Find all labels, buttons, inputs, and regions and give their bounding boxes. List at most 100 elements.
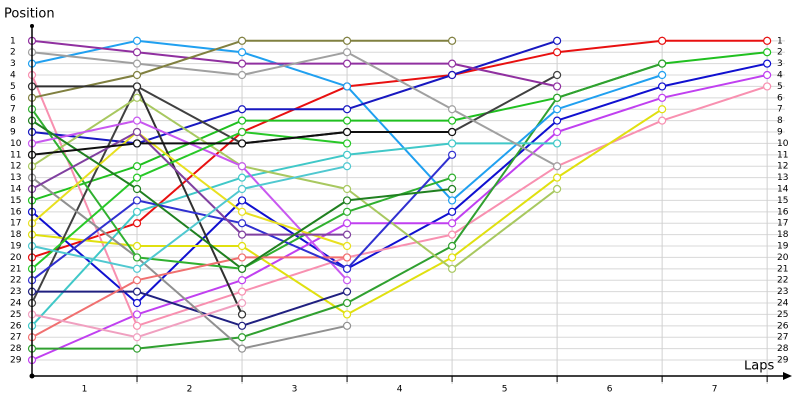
y-tick-label: 29 xyxy=(10,356,22,366)
y-tick-label-right: 7 xyxy=(777,105,783,115)
y-tick-label-right: 10 xyxy=(777,139,789,149)
point xyxy=(237,207,247,216)
point xyxy=(447,196,457,205)
point xyxy=(447,207,457,216)
point xyxy=(342,230,352,239)
point xyxy=(132,139,142,148)
y-tick-label-right: 1 xyxy=(777,36,783,46)
point xyxy=(132,276,142,285)
y-tick-label-right: 13 xyxy=(777,173,788,183)
y-tick-label-right: 23 xyxy=(777,287,788,297)
series-line xyxy=(32,290,348,327)
point xyxy=(342,139,352,148)
point xyxy=(447,36,457,45)
y-tick-label-right: 2 xyxy=(777,48,783,58)
y-tick-label: 12 xyxy=(10,162,21,172)
point xyxy=(237,321,247,330)
point xyxy=(132,298,142,308)
y-tick-label-right: 25 xyxy=(777,310,788,320)
point xyxy=(132,321,142,330)
y-tick-label-right: 5 xyxy=(777,82,783,92)
point xyxy=(132,93,142,102)
point xyxy=(447,241,457,251)
point xyxy=(342,36,352,45)
point xyxy=(132,82,142,91)
point xyxy=(132,127,142,137)
point xyxy=(342,321,352,330)
point xyxy=(237,241,247,251)
y-tick-label: 18 xyxy=(10,230,22,240)
x-tick-label: 7 xyxy=(712,385,718,395)
point xyxy=(237,276,247,285)
y-tick-label: 3 xyxy=(10,59,16,69)
y-tick-label: 6 xyxy=(10,93,16,103)
y-tick-label-right: 26 xyxy=(777,321,789,331)
x-tick-label: 4 xyxy=(397,385,403,395)
y-tick-label-right: 9 xyxy=(777,128,783,138)
point xyxy=(447,127,457,137)
y-tick-label-right: 29 xyxy=(777,356,789,366)
point xyxy=(553,184,562,194)
y-tick-label: 9 xyxy=(10,128,16,138)
origin-dot xyxy=(29,373,35,379)
point xyxy=(763,48,772,57)
point xyxy=(132,184,142,194)
point xyxy=(447,253,457,262)
point xyxy=(447,105,457,114)
y-tick-label-right: 27 xyxy=(777,333,788,343)
point xyxy=(237,333,247,342)
point xyxy=(763,36,772,45)
series-line xyxy=(31,165,348,270)
y-tick-label: 21 xyxy=(10,264,21,274)
point xyxy=(237,36,247,45)
point xyxy=(342,184,352,194)
point xyxy=(132,173,142,182)
y-tick-label: 19 xyxy=(10,242,22,252)
point xyxy=(553,116,562,125)
y-axis-label: Position xyxy=(4,7,55,22)
x-tick-label: 6 xyxy=(607,385,613,395)
point xyxy=(658,82,667,91)
point xyxy=(447,184,457,194)
point xyxy=(658,59,667,68)
point xyxy=(447,70,457,80)
point xyxy=(237,310,247,319)
y-tick-label-right: 19 xyxy=(777,242,789,252)
y-tick-label: 13 xyxy=(10,173,21,183)
y-tick-label-right: 14 xyxy=(777,185,789,195)
y-tick-label-right: 8 xyxy=(777,116,783,126)
point xyxy=(237,173,247,182)
point xyxy=(237,298,247,308)
point xyxy=(342,116,352,125)
point xyxy=(132,196,142,205)
point xyxy=(553,139,562,148)
y-tick-label-right: 6 xyxy=(777,93,783,103)
point xyxy=(342,219,352,228)
point xyxy=(342,150,352,159)
point xyxy=(237,139,247,148)
point xyxy=(342,241,352,251)
point xyxy=(237,230,247,239)
series-line xyxy=(31,176,348,350)
point xyxy=(237,59,247,68)
point xyxy=(763,59,772,68)
point xyxy=(553,105,562,114)
y-tick-label: 26 xyxy=(10,321,22,331)
y-tick-label: 27 xyxy=(10,333,21,343)
y-tick-label-right: 24 xyxy=(777,299,789,309)
y-tick-label-right: 22 xyxy=(777,276,788,286)
point xyxy=(342,127,352,137)
point xyxy=(553,82,562,91)
series-line xyxy=(31,74,768,327)
point xyxy=(237,105,247,114)
point xyxy=(447,139,457,148)
y-tick-label-right: 28 xyxy=(777,344,789,354)
series-line xyxy=(31,256,348,339)
point xyxy=(132,48,142,57)
y-axis-end xyxy=(30,24,34,28)
point xyxy=(763,70,772,80)
point xyxy=(658,36,667,45)
point xyxy=(237,344,247,353)
point xyxy=(132,59,142,68)
point xyxy=(132,241,142,251)
